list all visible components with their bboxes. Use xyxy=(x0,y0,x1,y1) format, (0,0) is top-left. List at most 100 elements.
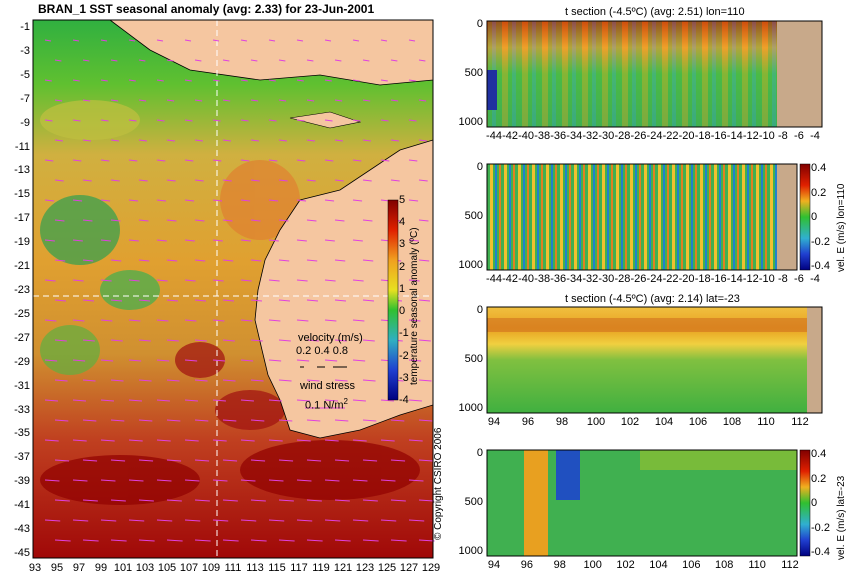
y-tick-label: 500 xyxy=(464,67,483,79)
wind-arrow xyxy=(54,99,63,102)
wind-arrow xyxy=(296,479,312,482)
wind-arrow xyxy=(100,159,110,162)
colorbar-tick-label: 3 xyxy=(399,238,406,251)
wind-arrow xyxy=(100,479,116,482)
wind-arrow xyxy=(128,279,140,282)
wind-arrow xyxy=(44,359,58,362)
wind-arrow xyxy=(362,259,374,262)
wind-arrow xyxy=(390,59,398,62)
wind-arrow xyxy=(240,359,254,362)
wind-arrow xyxy=(362,99,371,102)
y-tick-label: 0 xyxy=(476,304,483,316)
wind-arrow xyxy=(222,139,231,142)
lon-tick-label: 125 xyxy=(377,562,397,574)
x-tick-label: -22 xyxy=(662,273,679,285)
lat-tick-label: -23 xyxy=(14,284,30,296)
wind-arrow xyxy=(44,199,55,202)
wind-arrow xyxy=(166,299,179,302)
panel3-frame xyxy=(486,306,823,414)
wind-arrow xyxy=(324,39,332,42)
wind-arrow xyxy=(138,299,151,302)
wind-arrow xyxy=(408,359,422,362)
wind-arrow xyxy=(352,399,366,402)
wind-arrow xyxy=(128,479,144,482)
colorbar-tick-label: 5 xyxy=(399,194,406,206)
wind-arrow xyxy=(390,139,399,142)
wind-arrow xyxy=(278,259,290,262)
wind-arrow xyxy=(380,39,388,42)
panel2-colorbar xyxy=(799,163,811,271)
wind-arrow xyxy=(156,399,170,402)
wind-arrow xyxy=(324,79,332,82)
wind-arrow xyxy=(184,399,198,402)
wind-arrow xyxy=(362,499,378,502)
wind-arrow xyxy=(306,99,315,102)
wind-arrow xyxy=(54,379,68,382)
wind-arrow xyxy=(184,279,196,282)
wind-arrow xyxy=(296,359,310,362)
wind-arrow xyxy=(278,499,294,502)
lat-tick-label: -39 xyxy=(14,475,30,488)
wind-arrow xyxy=(222,379,236,382)
wind-arrow xyxy=(222,99,231,102)
lon-tick-label: 111 xyxy=(224,562,242,574)
wind-arrow xyxy=(306,219,317,222)
wind-arrow xyxy=(380,439,395,442)
wind-arrow xyxy=(194,339,207,342)
wind-arrow xyxy=(166,339,179,342)
wind-arrow xyxy=(82,259,94,262)
wind-arrow xyxy=(166,179,176,182)
x-tick-label: -18 xyxy=(694,273,711,285)
wind-arrow xyxy=(268,39,276,42)
wind-arrow xyxy=(418,339,431,342)
x-tick-label: 112 xyxy=(781,559,799,571)
wind-arrow xyxy=(72,439,87,442)
colorbar-tick-label: 4 xyxy=(399,216,406,229)
wind-arrow xyxy=(212,399,226,402)
wind-arrow xyxy=(324,119,333,122)
lon-tick-label: 123 xyxy=(355,562,375,574)
wind-arrow xyxy=(408,519,425,522)
colorbar-tick-label: 0.2 xyxy=(811,472,827,485)
lat-tick-label: -7 xyxy=(20,92,30,105)
wind-arrow xyxy=(324,359,338,362)
wind-arrow xyxy=(362,539,379,542)
wind-arrow xyxy=(352,119,361,122)
wind-arrow xyxy=(110,139,119,142)
wind-arrow xyxy=(156,319,169,322)
wind-arrow xyxy=(296,199,307,202)
wind-arrow xyxy=(380,119,389,122)
wind-arrow xyxy=(138,179,148,182)
wind-arrow xyxy=(82,539,99,542)
wind-arrow xyxy=(250,419,265,422)
wind-arrow xyxy=(334,59,342,62)
wind-arrow xyxy=(212,239,223,242)
wind-arrow xyxy=(212,319,225,322)
wind-arrow xyxy=(128,399,142,402)
wind-arrow xyxy=(128,319,141,322)
x-tick-label: -6 xyxy=(794,130,804,142)
colorbar-tick-label: -0.2 xyxy=(811,235,830,248)
wind-arrow xyxy=(166,459,182,462)
wind-arrow xyxy=(334,99,343,102)
lat-tick-label: -45 xyxy=(14,547,30,559)
lon-tick-label: 119 xyxy=(312,562,330,574)
wind-arrow xyxy=(268,279,280,282)
x-tick-label: 104 xyxy=(649,559,668,571)
panel4-colorbar-label: vel. E (m/s) lat=-23 xyxy=(836,475,847,560)
lat-tick-label: -41 xyxy=(14,499,30,512)
lat-tick-label: -33 xyxy=(14,403,30,416)
y-tick-label: 500 xyxy=(464,496,483,508)
wind-arrow xyxy=(268,119,277,122)
wind-arrow xyxy=(194,379,208,382)
lat-tick-label: -19 xyxy=(14,236,30,249)
wind-arrow xyxy=(250,59,258,62)
wind-arrow xyxy=(380,159,390,162)
lat-tick-label: -9 xyxy=(20,116,30,129)
colorbar-tick-label: 0 xyxy=(399,305,406,318)
wind-arrow xyxy=(334,419,349,422)
wind-arrow xyxy=(306,139,315,142)
wind-arrow xyxy=(222,339,235,342)
wind-arrow xyxy=(110,179,120,182)
